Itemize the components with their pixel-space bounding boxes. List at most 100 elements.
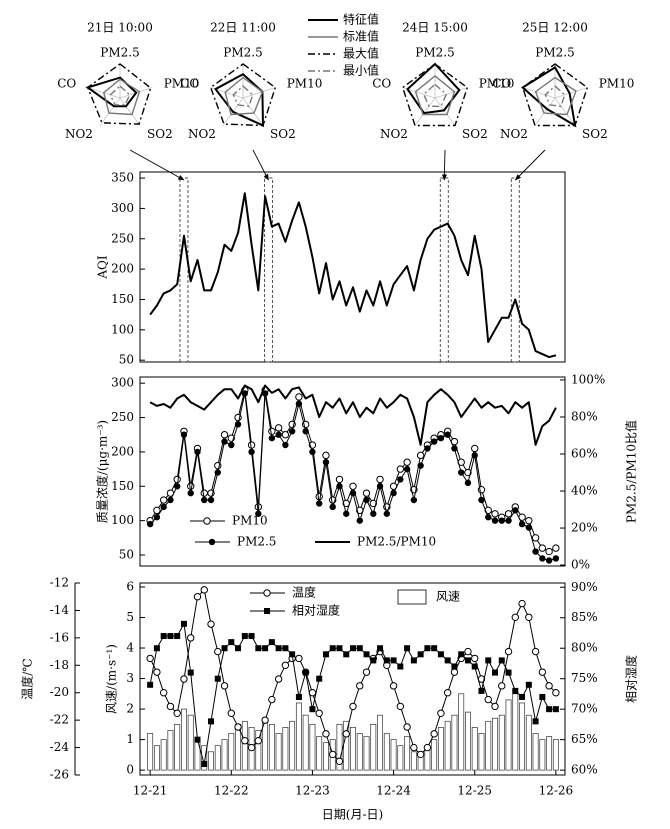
- bar: [289, 720, 296, 771]
- data-point: [274, 675, 283, 683]
- radar-axis-label: SO2: [462, 127, 488, 141]
- data-point: [410, 496, 418, 504]
- bar: [404, 736, 411, 771]
- data-point: [532, 718, 539, 725]
- data-point: [261, 716, 269, 724]
- bar: [546, 736, 553, 771]
- radar-title: 24日 15:00: [402, 21, 468, 35]
- data-point: [383, 510, 391, 517]
- data-point: [531, 647, 540, 656]
- x-tick-label: 12-25: [457, 784, 492, 798]
- data-point: [147, 681, 154, 688]
- data-point: [173, 483, 181, 490]
- bar: [153, 745, 160, 771]
- y2-tick-label: 75%: [571, 671, 598, 685]
- data-point: [491, 702, 499, 711]
- data-point: [437, 651, 444, 658]
- data-point: [160, 503, 167, 511]
- y2-tick-label: 20%: [571, 521, 598, 535]
- bar: [532, 733, 539, 771]
- data-point: [180, 675, 188, 683]
- data-point: [458, 469, 465, 476]
- data-point: [416, 750, 425, 759]
- data-point: [248, 448, 255, 456]
- data-point: [417, 651, 424, 658]
- y3-tick-label: -26: [50, 768, 69, 782]
- data-point: [492, 669, 499, 676]
- series-line: [149, 389, 557, 553]
- highlight-box: [264, 177, 273, 363]
- data-point: [220, 431, 229, 439]
- data-point: [478, 496, 485, 504]
- y-tick-label: 250: [111, 410, 134, 424]
- data-point: [268, 695, 276, 704]
- radar-axis-label: PM2.5: [100, 46, 139, 60]
- data-point: [403, 465, 411, 473]
- radar-axis-label: CO: [57, 77, 76, 91]
- bar: [478, 733, 485, 771]
- data-point: [227, 709, 235, 717]
- data-point: [404, 645, 411, 652]
- bar: [268, 723, 275, 771]
- data-point: [288, 428, 296, 435]
- data-point: [363, 651, 370, 658]
- data-point: [315, 500, 323, 507]
- bar: [519, 702, 526, 771]
- bar: [410, 751, 417, 771]
- data-point: [437, 434, 445, 442]
- y3-tick-label: -14: [50, 603, 70, 617]
- radar-series: [103, 78, 141, 116]
- radar-axis-label: PM2.5: [535, 46, 574, 60]
- radar-series: [85, 76, 138, 108]
- y3-tick-label: -18: [50, 658, 69, 672]
- bar: [295, 702, 302, 771]
- data-point: [173, 709, 181, 717]
- y3-tick-label: -20: [50, 685, 69, 699]
- data-point: [424, 445, 431, 452]
- bar: [316, 736, 323, 771]
- data-point: [362, 668, 371, 676]
- data-point: [370, 657, 377, 664]
- radar-series: [86, 63, 152, 125]
- x-tick-label: 12-24: [376, 784, 411, 798]
- data-point: [235, 645, 242, 652]
- radar-series: [232, 85, 254, 108]
- highlight-box: [179, 177, 189, 363]
- data-point: [187, 669, 194, 676]
- legend-swatch: [397, 589, 427, 605]
- data-point: [363, 496, 370, 504]
- y-tick-label: 0: [126, 763, 134, 777]
- data-point: [437, 709, 445, 717]
- bar: [552, 739, 559, 771]
- callout-arrow: [129, 149, 185, 181]
- radar-axis-label: PM2.5: [415, 46, 454, 60]
- data-point: [214, 647, 222, 656]
- data-point: [282, 645, 289, 652]
- data-point: [282, 441, 289, 449]
- bar: [214, 745, 221, 771]
- highlight-box: [510, 177, 520, 363]
- data-point: [159, 689, 168, 697]
- y-tick-label: 5: [126, 610, 134, 624]
- data-point: [187, 489, 194, 497]
- radar-series: [209, 63, 277, 127]
- y-tick-label: 4: [126, 641, 134, 655]
- y-tick-label: 150: [111, 292, 134, 306]
- bar: [147, 733, 154, 771]
- data-point: [336, 483, 343, 490]
- data-point: [423, 743, 432, 752]
- bar: [525, 714, 532, 771]
- data-point: [356, 682, 364, 690]
- y-tick-label: 300: [111, 376, 134, 390]
- data-point: [498, 682, 506, 690]
- y2-tick-label: 70%: [571, 702, 598, 716]
- bar: [431, 739, 438, 771]
- y2-tick-label: 80%: [571, 409, 598, 423]
- data-point: [247, 743, 256, 752]
- radar-axis-label: SO2: [582, 127, 608, 141]
- data-point: [160, 633, 167, 640]
- bar: [397, 745, 404, 771]
- data-point: [254, 737, 263, 745]
- bar: [465, 711, 471, 771]
